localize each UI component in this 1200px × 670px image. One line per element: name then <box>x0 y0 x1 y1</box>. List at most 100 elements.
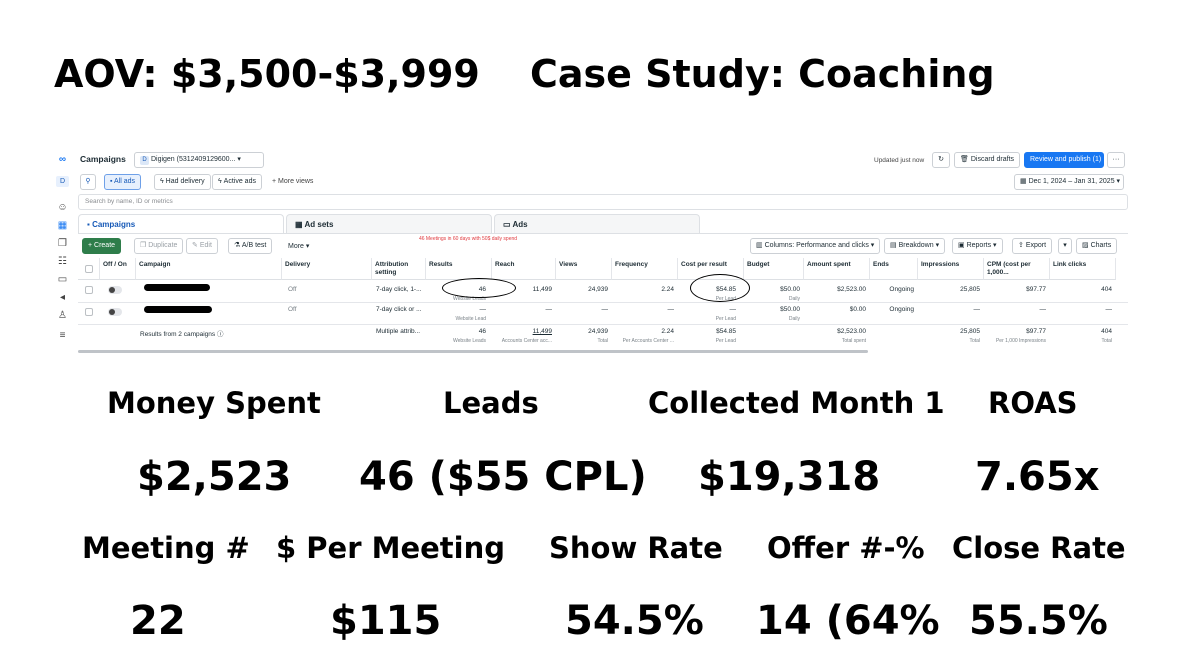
column-reach[interactable]: Reach <box>492 258 556 280</box>
row1-frequency: 2.24 <box>661 286 674 293</box>
column-views[interactable]: Views <box>556 258 612 280</box>
filter-had-delivery[interactable]: ϟ Had delivery <box>154 174 211 190</box>
meeting-count-label: Meeting # <box>82 531 250 565</box>
row-checkbox[interactable] <box>85 286 93 294</box>
breakdown-button[interactable]: ▤ Breakdown ▾ <box>884 238 946 254</box>
leads-value: 46 ($55 CPL) <box>359 454 647 500</box>
columns-button[interactable]: ▥ Columns: Performance and clicks ▾ <box>750 238 881 254</box>
smiley-icon[interactable]: ☺ <box>57 202 68 213</box>
summary-amount-spent-sub: Total spent <box>841 338 866 344</box>
filter-all-ads[interactable]: ▪ All ads <box>104 174 142 190</box>
column-delivery[interactable]: Delivery <box>282 258 372 280</box>
account-icon[interactable]: D <box>56 176 69 187</box>
edit-button[interactable]: ✎ Edit <box>186 238 218 254</box>
column-link-clicks[interactable]: Link clicks <box>1050 258 1116 280</box>
date-range-picker[interactable]: ▦ Dec 1, 2024 – Jan 31, 2025 ▾ <box>1014 174 1124 190</box>
trash-icon: 🗑 <box>960 156 969 163</box>
collected-month-label: Collected Month 1 <box>648 386 945 420</box>
highlight-circle-cost-per-result <box>690 274 750 302</box>
tab-campaigns[interactable]: ▪ Campaigns <box>78 214 284 233</box>
row-toggle[interactable] <box>108 286 122 294</box>
column-attribution[interactable]: Attribution setting <box>372 258 426 280</box>
duplicate-button[interactable]: ❐ Duplicate <box>134 238 184 254</box>
discard-drafts-button[interactable]: 🗑 Discard drafts <box>954 152 1021 168</box>
ab-test-label: A/B test <box>241 242 267 249</box>
edit-label: Edit <box>199 242 212 249</box>
column-campaign[interactable]: Campaign <box>136 258 282 280</box>
column-cpm[interactable]: CPM (cost per 1,000... <box>984 258 1050 280</box>
chevron-down-icon: ▾ <box>935 242 940 249</box>
highlight-circle-results <box>442 278 516 298</box>
row1-link-clicks: 404 <box>1101 286 1112 293</box>
export-dropdown[interactable]: ▾ <box>1058 238 1072 254</box>
row1-reach: 11,499 <box>532 286 552 293</box>
lightning-icon: ϟ <box>218 178 222 185</box>
reports-button[interactable]: ▣ Reports ▾ <box>952 238 1003 254</box>
column-off-on[interactable]: Off / On <box>100 258 136 280</box>
more-menu[interactable]: More ▾ <box>288 242 309 250</box>
review-publish-button[interactable]: Review and publish (1) <box>1024 152 1104 168</box>
filter-active-ads[interactable]: ϟ Active ads <box>212 174 262 190</box>
reports-label: Reports <box>966 242 992 249</box>
ad-icon: ▭ <box>503 220 511 229</box>
date-range-label: Dec 1, 2024 – Jan 31, 2025 <box>1028 178 1115 185</box>
column-ends[interactable]: Ends <box>870 258 918 280</box>
chevron-down-icon: ▾ <box>993 242 997 249</box>
account-selector[interactable]: D Digigen (5312409129600... ▾ <box>134 152 264 168</box>
row-divider <box>78 302 1128 303</box>
select-all-checkbox[interactable] <box>85 265 93 273</box>
column-amount-spent[interactable]: Amount spent <box>804 258 870 280</box>
annotation-note: 46 Meetings in 60 days with 50$ daily sp… <box>418 236 518 242</box>
row2-cpm: — <box>1039 306 1047 313</box>
search-button[interactable]: ⚲ <box>80 174 96 190</box>
table-icon[interactable]: ▦ <box>57 220 68 231</box>
export-icon: ⇪ <box>1018 242 1024 249</box>
export-button[interactable]: ⇪ Export <box>1012 238 1053 254</box>
discard-label: Discard drafts <box>970 156 1015 163</box>
show-rate-value: 54.5% <box>565 598 704 644</box>
row1-delivery: Off <box>288 286 297 293</box>
chevron-down-icon: ▾ <box>1116 178 1121 185</box>
charts-button[interactable]: ▨ Charts <box>1076 238 1118 254</box>
row1-amount-spent: $2,523.00 <box>837 286 866 293</box>
summary-cost-per-result-sub: Per Lead <box>715 338 736 344</box>
row1-cpm: $97.77 <box>1026 286 1046 293</box>
row1-budget-sub: Daily <box>788 296 800 302</box>
select-all-column[interactable] <box>78 258 100 280</box>
column-frequency[interactable]: Frequency <box>612 258 678 280</box>
tab-ad-sets[interactable]: ▦ Ad sets <box>286 214 492 233</box>
row-toggle[interactable] <box>108 308 122 316</box>
more-views-link[interactable]: + More views <box>272 178 314 185</box>
more-options-button[interactable]: ··· <box>1107 152 1125 168</box>
row2-ends: Ongoing <box>889 306 914 313</box>
ab-test-button[interactable]: ⚗ A/B test <box>228 238 273 254</box>
refresh-button[interactable]: ↻ <box>932 152 950 168</box>
billing-icon[interactable]: ▭ <box>57 274 68 285</box>
column-budget[interactable]: Budget <box>744 258 804 280</box>
column-impressions[interactable]: Impressions <box>918 258 984 280</box>
people-icon[interactable]: ♙ <box>58 310 67 321</box>
refresh-icon: ↻ <box>938 156 944 163</box>
summary-attribution: Multiple attrib... <box>376 328 421 335</box>
more-label: More <box>288 243 304 250</box>
row1-budget: $50.00 <box>780 286 800 293</box>
ads-manager-screenshot: ∞ D ☺ ▦ ❐ ☷ ▭ ◂ ♙ ≡ Campaigns D Digigen … <box>52 144 1128 356</box>
pages-icon[interactable]: ❐ <box>58 238 67 249</box>
summary-reach: 11,499 <box>532 328 552 335</box>
summary-cpm: $97.77 <box>1026 328 1046 335</box>
tab-campaigns-label: Campaigns <box>92 220 136 229</box>
redacted-campaign-name <box>144 306 212 313</box>
tab-ads[interactable]: ▭ Ads <box>494 214 700 233</box>
search-input[interactable]: Search by name, ID or metrics <box>78 194 1128 210</box>
chevron-down-icon: ▾ <box>237 156 241 163</box>
row-checkbox[interactable] <box>85 308 93 316</box>
column-results[interactable]: Results <box>426 258 492 280</box>
create-button[interactable]: + Create <box>82 238 122 254</box>
audience-icon[interactable]: ☷ <box>58 256 67 267</box>
account-name: Digigen (5312409129600... <box>150 156 236 163</box>
megaphone-icon[interactable]: ◂ <box>59 292 66 303</box>
horizontal-scrollbar[interactable] <box>78 350 868 353</box>
info-icon: ⓘ <box>216 331 224 338</box>
row2-cost-per-result-sub: Per Lead <box>715 316 736 322</box>
menu-icon[interactable]: ≡ <box>59 330 66 341</box>
